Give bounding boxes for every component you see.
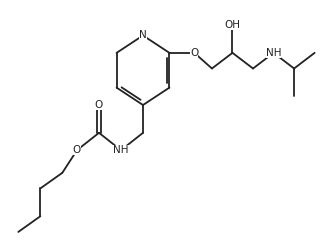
Text: O: O [95,100,103,110]
Text: O: O [73,145,81,155]
Text: N: N [139,30,147,40]
Text: O: O [190,48,198,58]
Text: OH: OH [224,20,241,30]
Text: NH: NH [113,145,129,155]
Text: NH: NH [266,48,281,58]
